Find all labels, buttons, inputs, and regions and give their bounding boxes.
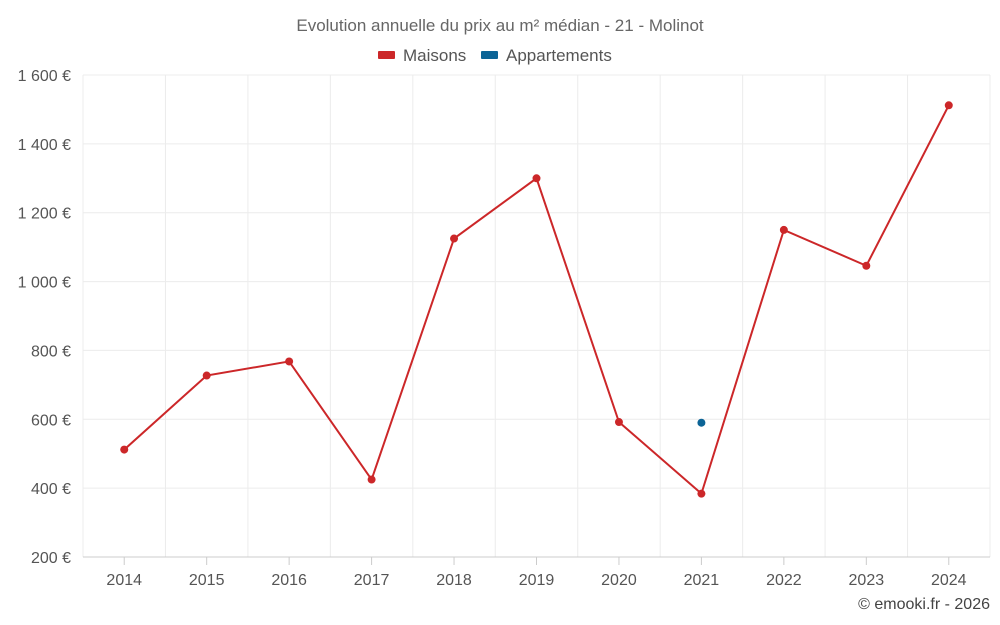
data-point-maisons[interactable] (285, 357, 294, 366)
x-tick-label: 2022 (766, 572, 802, 589)
x-tick-label: 2024 (931, 572, 967, 589)
data-point-maisons[interactable] (697, 489, 706, 498)
x-tick-label: 2017 (354, 572, 390, 589)
x-tick-label: 2023 (849, 572, 885, 589)
y-tick-label: 600 € (31, 412, 71, 429)
x-tick-label: 2021 (684, 572, 720, 589)
data-point-appartements[interactable] (697, 418, 706, 427)
data-point-maisons[interactable] (202, 371, 211, 380)
legend-label: Maisons (403, 46, 466, 65)
y-tick-label: 800 € (31, 343, 71, 360)
y-tick-label: 1 200 € (18, 206, 71, 223)
credit-text: © emooki.fr - 2026 (858, 596, 990, 613)
data-point-maisons[interactable] (120, 445, 129, 454)
x-tick-label: 2018 (436, 572, 472, 589)
x-tick-label: 2015 (189, 572, 225, 589)
x-tick-label: 2019 (519, 572, 555, 589)
y-tick-label: 1 000 € (18, 275, 71, 292)
legend-label: Appartements (506, 46, 612, 65)
data-point-maisons[interactable] (367, 475, 376, 484)
x-tick-label: 2014 (106, 572, 142, 589)
y-tick-label: 1 400 € (18, 137, 71, 154)
legend-item-maisons[interactable]: Maisons (378, 46, 466, 65)
x-tick-label: 2020 (601, 572, 637, 589)
series-layer (120, 101, 953, 498)
data-point-maisons[interactable] (862, 261, 871, 270)
data-point-maisons[interactable] (532, 174, 541, 183)
legend-swatch (481, 51, 498, 59)
data-point-maisons[interactable] (614, 418, 623, 427)
data-point-maisons[interactable] (450, 234, 459, 243)
x-tick-label: 2016 (271, 572, 307, 589)
chart-title: Evolution annuelle du prix au m² médian … (296, 16, 704, 35)
y-tick-label: 200 € (31, 550, 71, 567)
y-axis: 200 € 400 € 600 € 800 € 1 000 € 1 200 € 1 400 … (18, 68, 71, 567)
data-point-maisons[interactable] (944, 101, 953, 110)
data-point-maisons[interactable] (779, 225, 788, 234)
y-tick-label: 1 600 € (18, 68, 71, 85)
gridlines (82, 74, 991, 557)
legend[interactable]: Maisons Appartements (378, 46, 612, 65)
legend-item-appartements[interactable]: Appartements (481, 46, 612, 65)
legend-swatch (378, 51, 395, 59)
x-axis: 2014 2015 2016 2017 2018 2019 2020 2021 2022 2023… (83, 556, 990, 589)
y-tick-label: 400 € (31, 481, 71, 498)
